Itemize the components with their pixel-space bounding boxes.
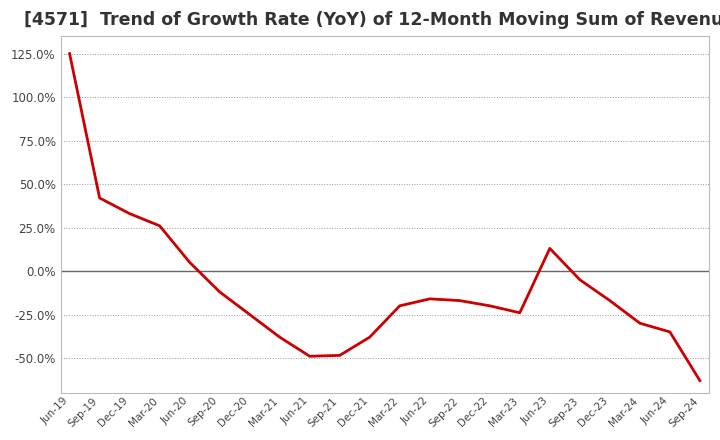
Title: [4571]  Trend of Growth Rate (YoY) of 12-Month Moving Sum of Revenues: [4571] Trend of Growth Rate (YoY) of 12-… [24, 11, 720, 29]
